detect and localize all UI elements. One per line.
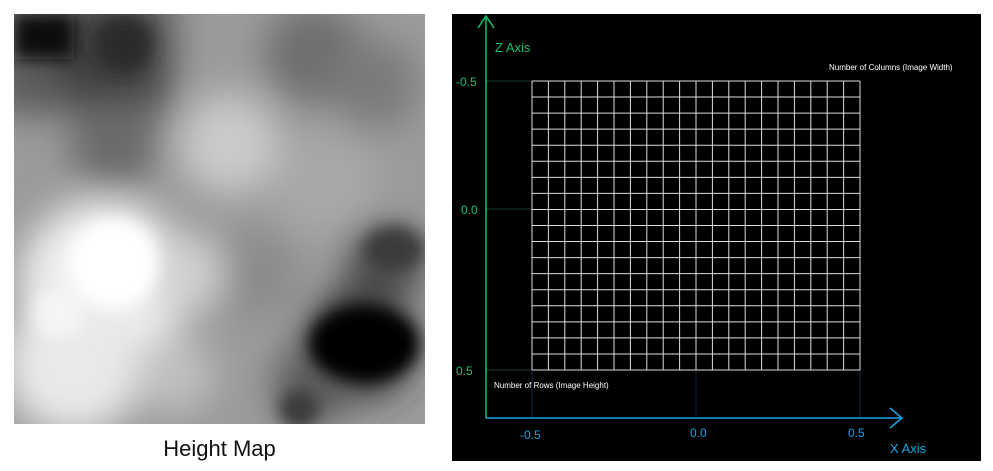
z-tick-label: 0.5 [456, 364, 473, 378]
mesh-grid-diagram: Z Axis X Axis -0.5 0.0 0.5 -0.5 0.0 0.5 … [452, 14, 981, 461]
z-axis-arrow-icon [477, 14, 495, 29]
mesh-grid [531, 80, 861, 371]
x-tick-label: 0.0 [690, 426, 707, 440]
x-tick-label: 0.5 [848, 426, 865, 440]
z-axis-label: Z Axis [495, 40, 531, 55]
height-map-image [14, 14, 425, 424]
x-tick-label: -0.5 [520, 428, 541, 442]
z-tick-label: 0.0 [461, 203, 478, 217]
height-map-graphic [14, 14, 425, 424]
z-tick-label: -0.5 [456, 75, 477, 89]
x-axis-label: X Axis [890, 441, 927, 456]
height-map-caption: Height Map [163, 436, 276, 461]
columns-annotation: Number of Columns (Image Width) [829, 63, 953, 72]
rows-annotation: Number of Rows (Image Height) [494, 381, 609, 390]
x-axis-arrow-icon [889, 407, 904, 429]
